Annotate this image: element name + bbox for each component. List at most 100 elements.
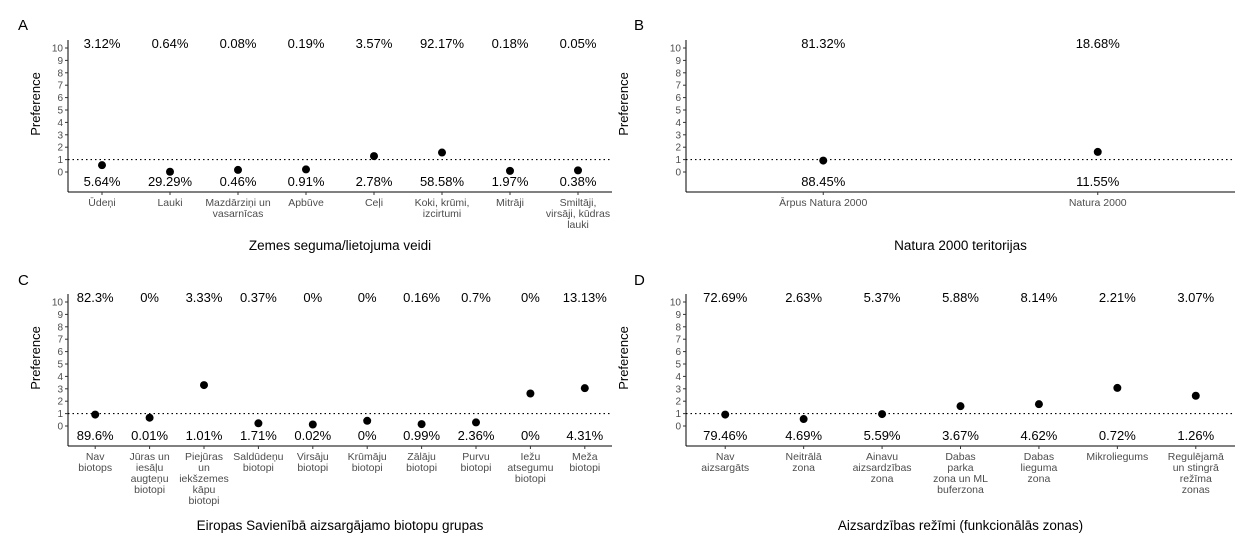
y-axis-label: Preference <box>28 326 43 390</box>
bottom-percentage-label: 0.02% <box>294 428 331 443</box>
panel-letter: D <box>634 272 645 289</box>
top-percentage-label: 3.12% <box>84 36 121 51</box>
y-tick-label: 1 <box>675 155 681 166</box>
x-tick-label: Mikroliegums <box>1086 451 1148 463</box>
x-tick-label: Zālāju biotopi <box>406 451 437 474</box>
x-axis-title: Aizsardzības režīmi (funkcionālās zonas) <box>838 518 1083 533</box>
top-percentage-label: 0.08% <box>220 36 257 51</box>
x-tick-label-line: Natura 2000 <box>1069 197 1127 209</box>
x-tick-label: Krūmāju biotopi <box>348 451 387 474</box>
x-tick-label: Ceļi <box>365 197 383 209</box>
bottom-percentage-label: 0.72% <box>1099 428 1136 443</box>
x-tick-label: Meža biotopi <box>569 451 600 474</box>
panel-letter: C <box>18 272 29 289</box>
bottom-percentage-label: 0.46% <box>220 174 257 189</box>
data-point <box>200 381 208 390</box>
y-tick-label: 10 <box>670 298 682 309</box>
bottom-percentage-label: 0.99% <box>403 428 440 443</box>
x-tick-label-line: vasarnīcas <box>213 208 264 220</box>
x-axis-title: Natura 2000 teritorijas <box>894 238 1027 253</box>
top-percentage-label: 0.37% <box>240 290 277 305</box>
x-tick-label-line: buferzona <box>937 484 984 496</box>
bottom-percentage-label: 5.64% <box>84 174 121 189</box>
data-point <box>308 420 317 429</box>
x-tick-label-line: atsegumu <box>507 462 553 474</box>
top-percentage-label: 0.18% <box>492 36 529 51</box>
bottom-percentage-label: 0.01% <box>131 428 168 443</box>
data-point <box>878 410 887 419</box>
y-tick-label: 5 <box>675 360 681 371</box>
y-tick-label: 2 <box>57 143 63 154</box>
x-tick-label: Purvu biotopi <box>461 451 492 474</box>
data-point <box>145 413 154 422</box>
top-percentage-label: 81.32% <box>801 36 846 51</box>
x-tick-label: Iežu atsegumu biotopi <box>507 451 553 485</box>
y-tick-label: 3 <box>57 384 63 395</box>
x-tick-label-line: Krūmāju <box>348 451 387 463</box>
x-tick-label-line: lieguma <box>1021 462 1058 474</box>
y-tick-label: 6 <box>675 347 681 358</box>
y-tick-label: 4 <box>57 372 63 383</box>
data-point <box>580 384 589 393</box>
x-tick-label-line: Apbūve <box>288 197 324 209</box>
y-tick-label: 9 <box>675 310 681 321</box>
bottom-percentage-label: 2.78% <box>356 174 393 189</box>
y-tick-label: 4 <box>57 118 63 129</box>
x-tick-label-line: parka <box>947 462 973 474</box>
x-tick-label-line: Mitrāji <box>496 197 524 209</box>
y-tick-label: 2 <box>675 397 681 408</box>
x-tick-label-line: Ārpus Natura 2000 <box>779 197 867 209</box>
data-point <box>1113 383 1122 392</box>
x-tick-label: Nav aizsargāts <box>701 451 749 474</box>
data-point <box>1191 391 1200 400</box>
top-percentage-label: 0% <box>303 290 322 305</box>
top-percentage-label: 8.14% <box>1020 290 1057 305</box>
data-point <box>98 161 106 170</box>
x-tick-label-line: Mazdārziņi un <box>205 197 271 209</box>
data-point <box>254 419 263 428</box>
y-tick-label: 7 <box>57 335 63 346</box>
top-percentage-label: 18.68% <box>1076 36 1121 51</box>
bottom-percentage-label: 0% <box>358 428 377 443</box>
x-tick-label: Piejūras un iekšzemes kāpu biotopi <box>179 451 229 507</box>
x-tick-label: Nav biotops <box>78 451 112 474</box>
x-tick-label-line: lauki <box>567 219 589 231</box>
x-tick-label-line: Mikroliegums <box>1086 451 1148 463</box>
bottom-percentage-label: 58.58% <box>420 174 465 189</box>
x-tick-label-line: Regulējamā <box>1168 451 1224 463</box>
x-tick-label: Lauki <box>157 197 182 209</box>
x-axis-title: Zemes seguma/lietojuma veidi <box>249 238 431 253</box>
bottom-percentage-label: 89.6% <box>77 428 114 443</box>
top-percentage-label: 3.07% <box>1177 290 1214 305</box>
x-tick-label-line: biotops <box>78 462 112 474</box>
top-percentage-label: 3.33% <box>186 290 223 305</box>
x-tick-label: Virsāju biotopi <box>297 451 329 474</box>
top-percentage-label: 5.37% <box>864 290 901 305</box>
x-tick-label-line: un <box>198 462 210 474</box>
data-point <box>166 167 174 176</box>
x-axis-title: Eiropas Savienībā aizsargājamo biotopu g… <box>197 518 484 533</box>
data-point <box>91 410 100 419</box>
x-tick-label: Dabas lieguma zona <box>1021 451 1058 485</box>
bottom-percentage-label: 1.26% <box>1177 428 1214 443</box>
y-tick-label: 0 <box>675 168 681 179</box>
bottom-percentage-label: 1.71% <box>240 428 277 443</box>
data-point <box>234 165 242 174</box>
top-percentage-label: 0% <box>140 290 159 305</box>
bottom-percentage-label: 11.55% <box>1076 174 1120 189</box>
x-tick-label-line: biotopi <box>406 462 437 474</box>
y-tick-label: 5 <box>57 360 63 371</box>
x-tick-label-line: Virsāju <box>297 451 329 463</box>
top-percentage-label: 0.19% <box>288 36 325 51</box>
data-point <box>956 402 965 411</box>
x-tick-label-line: Meža <box>572 451 598 463</box>
y-tick-label: 7 <box>57 81 63 92</box>
bottom-percentage-label: 2.36% <box>458 428 495 443</box>
x-tick-label-line: un stingrā <box>1173 462 1219 474</box>
x-tick-label-line: Nav <box>716 451 735 463</box>
y-tick-label: 6 <box>57 93 63 104</box>
x-tick-label-line: aizsargāts <box>701 462 749 474</box>
